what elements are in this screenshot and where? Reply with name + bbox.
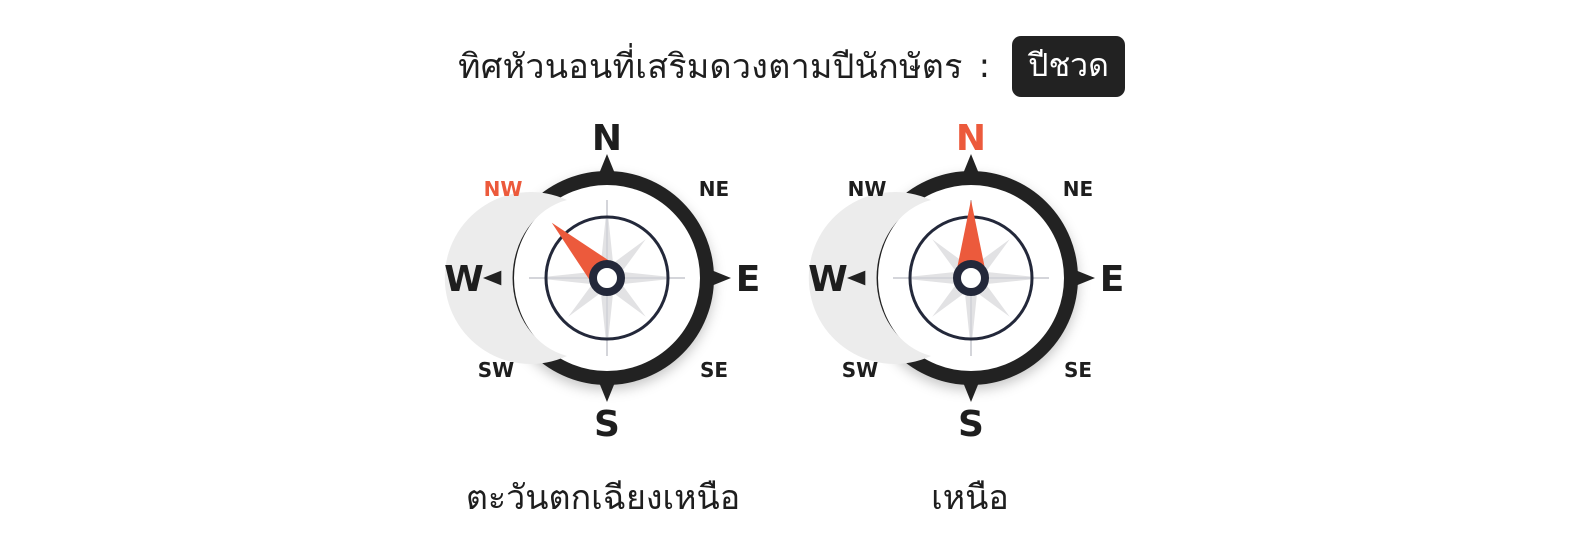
direction-label-s: S [958, 404, 984, 445]
direction-label-ne: NE [1063, 177, 1093, 201]
compass-tick [600, 384, 615, 402]
direction-label-e: E [736, 259, 761, 300]
direction-label-w: W [444, 259, 484, 300]
direction-label-nw: NW [484, 177, 523, 201]
direction-label-ne: NE [699, 177, 729, 201]
compass-tick [1077, 271, 1095, 286]
compass-tick [964, 384, 979, 402]
direction-label-se: SE [700, 358, 728, 382]
direction-label-se: SE [1064, 358, 1092, 382]
direction-label-nw: NW [848, 177, 887, 201]
direction-label-w: W [808, 259, 848, 300]
compass-tick [713, 271, 731, 286]
direction-label-n: N [592, 118, 622, 159]
compass-hub [957, 264, 985, 292]
direction-label-sw: SW [842, 358, 878, 382]
direction-label-e: E [1100, 259, 1125, 300]
caption-north: เหนือ [770, 470, 1170, 526]
caption-northwest: ตะวันตกเฉียงเหนือ [403, 470, 803, 526]
direction-label-sw: SW [478, 358, 514, 382]
direction-label-s: S [594, 404, 620, 445]
compass-hub [593, 264, 621, 292]
direction-label-n: N [956, 118, 986, 159]
